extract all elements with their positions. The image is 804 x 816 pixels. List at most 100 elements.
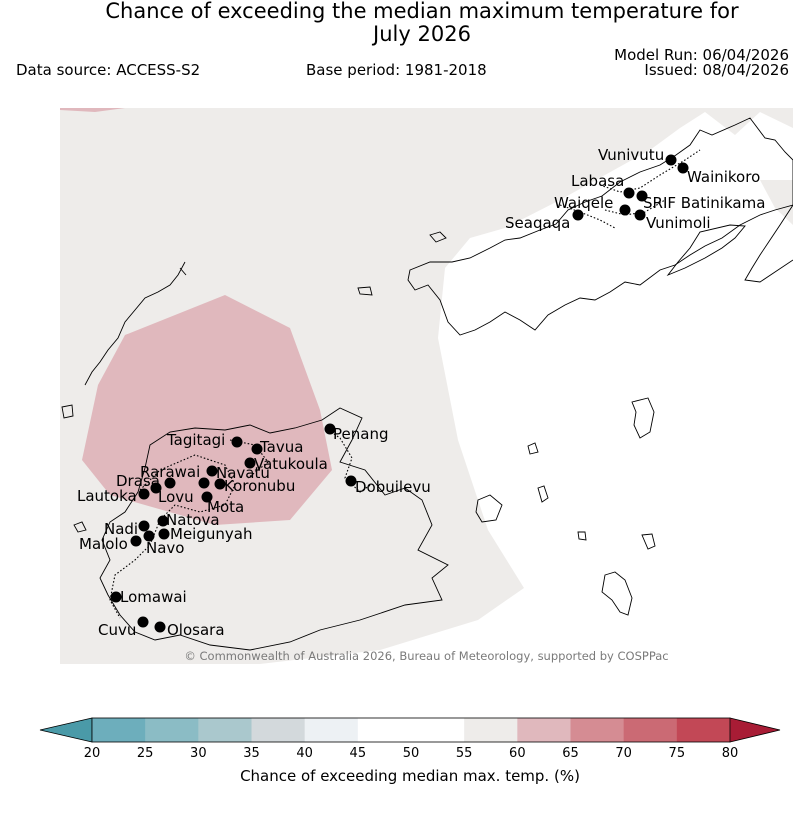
map-panel: Vunivutu Wainikoro Labasa Waiqele SRIF B… [60,108,793,664]
station-dot-koronubu[interactable] [214,478,226,490]
colorbar-extend-high [729,717,781,743]
colorbar-segment [198,718,252,742]
gau-island [475,494,503,523]
station-label: Vunivutu [598,146,664,164]
title-line-2: July 2026 [373,22,471,46]
station-dot-lovu[interactable] [164,477,176,489]
colorbar-tick-label: 60 [509,746,526,761]
small-island-5 [61,404,74,419]
station-label: Wainikoro [687,168,760,186]
station-dot-malolo[interactable] [130,535,142,547]
station-label: Drasa [116,472,160,490]
station-dot-penang[interactable] [324,423,336,435]
colorbar-outline [91,717,731,743]
colorbar-tick-label: 70 [615,746,632,761]
issued-date-text: Issued: 08/04/2026 [644,61,789,79]
yasawa-group [84,261,187,386]
colorbar-segment [357,718,412,742]
colorbar-tick-label: 40 [296,746,313,761]
colorbar-tick-label: 75 [669,746,686,761]
colorbar-segment [623,718,678,742]
band-60-65-sliver [60,108,125,112]
station-label: Rarawai [140,463,200,481]
colorbar-tick-label: 25 [137,746,154,761]
model-run-text: Model Run: 06/04/2026 [614,46,789,64]
station-label: Meigunyah [170,525,252,543]
station-dot-dobuilevu[interactable] [345,475,357,487]
colorbar-segment [517,718,571,742]
station-dot-mota[interactable] [201,491,213,503]
small-island-2 [527,442,539,455]
station-label: Dobuilevu [355,478,431,496]
colorbar-tick-label: 80 [722,746,739,761]
station-label: Tavua [259,438,303,456]
station-dot-navatu[interactable] [198,477,210,489]
station-label: Cuvu [98,621,136,639]
colorbar-segment [411,718,465,742]
station-dot-tagitagi[interactable] [231,436,243,448]
colorbar-label: Chance of exceeding median max. temp. (%… [240,767,580,785]
base-period-text: Base period: 1981-2018 [306,61,487,79]
station-dot-wainikoro[interactable] [677,162,689,174]
viti-levu-west-boundary [109,439,269,619]
station-dot-vunivutu[interactable] [665,154,677,166]
station-labels: Vunivutu Wainikoro Labasa Waiqele SRIF B… [77,146,765,639]
station-dot-nadi[interactable] [138,520,150,532]
vanua-levu-coast [407,117,793,336]
ne-island-coast [666,224,746,277]
station-label: Penang [333,425,388,443]
copyright-notice: © Commonwealth of Australia 2026, Bureau… [184,649,669,663]
western-islet [429,231,447,243]
station-dot-labasa[interactable] [623,187,635,199]
map-svg: Vunivutu Wainikoro Labasa Waiqele SRIF B… [60,108,793,664]
station-dot-srif-batinikama[interactable] [636,190,648,202]
colorbar-tick-label: 45 [350,746,367,761]
small-island-1 [357,286,373,296]
small-island-3 [577,531,587,541]
station-label: Lautoka [77,487,137,505]
koro-island [631,397,655,439]
station-dot-olosara[interactable] [154,621,166,633]
station-dot-navo[interactable] [143,530,155,542]
station-label: Natova [166,511,220,529]
kadavu-island [601,571,633,616]
station-dot-lomawai[interactable] [110,591,122,603]
station-label: Vatukoula [254,455,328,473]
colorbar-segment [304,718,359,742]
station-label: SRIF Batinikama [643,194,765,212]
station-dot-meigunyah[interactable] [158,528,170,540]
station-dot-vatukoula[interactable] [244,457,256,469]
station-label: Lovu [158,488,194,506]
station-dot-lautoka[interactable] [138,488,150,500]
colorbar-tick-label: 30 [190,746,207,761]
station-dot-rarawai[interactable] [206,465,218,477]
data-source-text: Data source: ACCESS-S2 [16,61,201,79]
station-label: Mota [207,498,244,516]
colorbar-tick-label: 55 [456,746,473,761]
colorbar-tick-label: 50 [403,746,420,761]
station-dot-tavua[interactable] [251,443,263,455]
colorbar-segment [251,718,306,742]
colorbar: 20 25 30 35 40 45 50 55 60 65 70 75 80 [0,700,804,800]
station-dot-waiqele[interactable] [619,204,631,216]
station-dot-cuvu[interactable] [137,616,149,628]
station-dot-seaqaqa[interactable] [572,209,584,221]
colorbar-segment [464,718,518,742]
viti-levu-east-boundary [324,427,373,493]
station-label: Malolo [79,535,128,553]
station-markers [110,154,689,633]
colorbar-segment [92,718,146,742]
station-dot-natova[interactable] [157,515,169,527]
station-label: Lomawai [120,588,187,606]
band-55-60-region-ne [760,180,793,225]
band-55-60-region [60,108,793,664]
station-dot-drasa[interactable] [150,482,162,494]
colorbar-segment [676,718,731,742]
station-label: Navatu [216,464,270,482]
chart-title: Chance of exceeding the median maximum t… [60,0,784,46]
station-label: Koronubu [224,477,295,495]
station-dot-vunimoli[interactable] [634,209,646,221]
coastlines [61,117,793,651]
district-boundaries [109,149,701,619]
colorbar-tick-label: 20 [84,746,101,761]
